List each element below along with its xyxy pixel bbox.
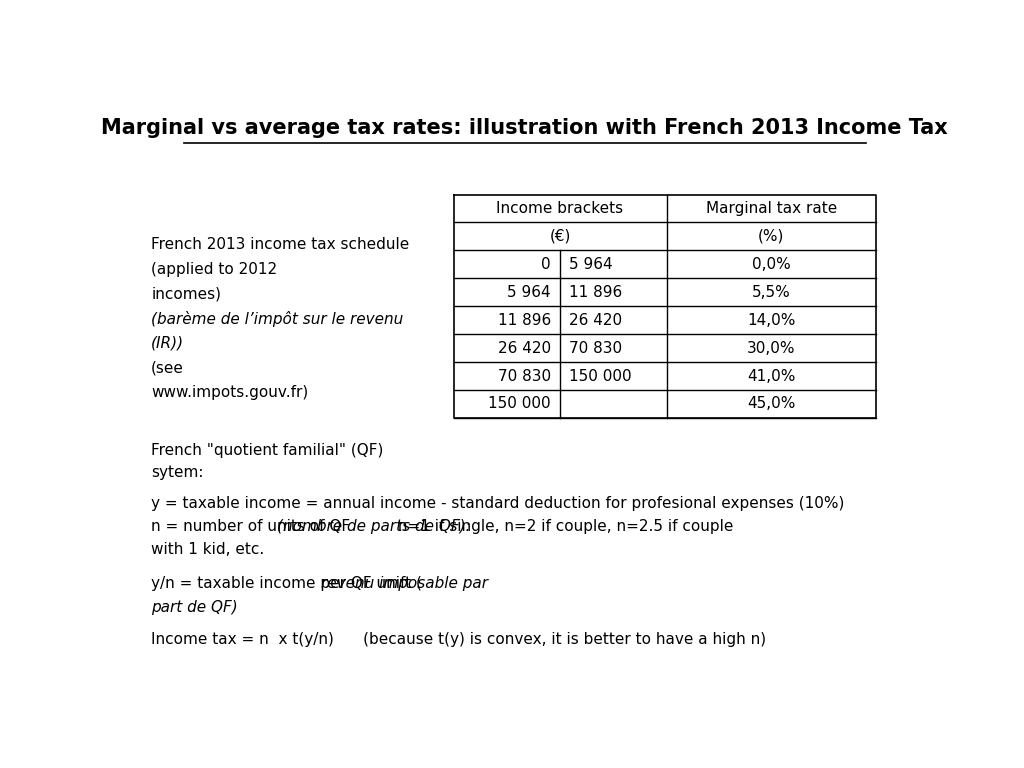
Text: n=1 if single, n=2 if couple, n=2.5 if couple: n=1 if single, n=2 if couple, n=2.5 if c… xyxy=(393,518,734,534)
Text: 0,0%: 0,0% xyxy=(752,257,791,272)
Text: 11 896: 11 896 xyxy=(498,313,551,328)
Text: 26 420: 26 420 xyxy=(569,313,623,328)
Text: y = taxable income = annual income - standard deduction for profesional expenses: y = taxable income = annual income - sta… xyxy=(152,495,845,511)
Text: (barème de l’impôt sur le revenu: (barème de l’impôt sur le revenu xyxy=(152,311,403,327)
Text: 70 830: 70 830 xyxy=(498,369,551,383)
Text: with 1 kid, etc.: with 1 kid, etc. xyxy=(152,542,264,557)
Text: 150 000: 150 000 xyxy=(488,396,551,412)
Text: 5 964: 5 964 xyxy=(569,257,613,272)
Text: sytem:: sytem: xyxy=(152,465,204,480)
Text: 0: 0 xyxy=(541,257,551,272)
Text: French 2013 income tax schedule: French 2013 income tax schedule xyxy=(152,237,410,252)
Text: y/n = taxable income per QF unift (: y/n = taxable income per QF unift ( xyxy=(152,577,422,591)
Text: Marginal tax rate: Marginal tax rate xyxy=(706,201,837,216)
Text: (%): (%) xyxy=(758,229,784,244)
Text: 26 420: 26 420 xyxy=(498,340,551,356)
Text: (see: (see xyxy=(152,360,184,375)
Text: n = number of units of QF: n = number of units of QF xyxy=(152,518,355,534)
Text: Income tax = n  x t(y/n)      (because t(y) is convex, it is better to have a hi: Income tax = n x t(y/n) (because t(y) is… xyxy=(152,632,766,647)
Text: 5,5%: 5,5% xyxy=(752,285,791,300)
Text: Marginal vs average tax rates: illustration with French 2013 Income Tax: Marginal vs average tax rates: illustrat… xyxy=(101,118,948,137)
Text: Income brackets: Income brackets xyxy=(497,201,624,216)
Text: 41,0%: 41,0% xyxy=(748,369,796,383)
Text: 5 964: 5 964 xyxy=(507,285,551,300)
Text: 14,0%: 14,0% xyxy=(748,313,796,328)
Text: www.impots.gouv.fr): www.impots.gouv.fr) xyxy=(152,385,308,400)
Text: 70 830: 70 830 xyxy=(569,340,623,356)
Text: (IR)): (IR)) xyxy=(152,336,184,350)
Text: 150 000: 150 000 xyxy=(569,369,632,383)
Text: 11 896: 11 896 xyxy=(569,285,623,300)
Text: incomes): incomes) xyxy=(152,286,221,301)
Text: part de QF): part de QF) xyxy=(152,600,238,614)
Text: French "quotient familial" (QF): French "quotient familial" (QF) xyxy=(152,443,384,458)
Text: revenu imposable par: revenu imposable par xyxy=(321,577,487,591)
Text: (€): (€) xyxy=(549,229,570,244)
Text: (nombre de parts de QF):: (nombre de parts de QF): xyxy=(278,518,471,534)
Text: (applied to 2012: (applied to 2012 xyxy=(152,262,278,276)
Text: 45,0%: 45,0% xyxy=(748,396,796,412)
Text: 30,0%: 30,0% xyxy=(746,340,796,356)
